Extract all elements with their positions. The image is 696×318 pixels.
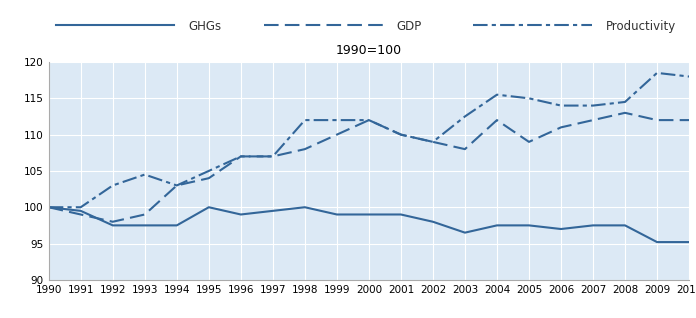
GDP xyxy=(173,183,181,187)
GHGs xyxy=(141,224,149,227)
GDP xyxy=(429,140,437,144)
Productivity xyxy=(461,114,469,118)
Productivity xyxy=(77,205,85,209)
GHGs xyxy=(493,224,501,227)
Title: 1990=100: 1990=100 xyxy=(335,44,402,57)
Productivity xyxy=(621,100,629,104)
Productivity xyxy=(685,75,693,79)
Text: Productivity: Productivity xyxy=(606,20,676,33)
Productivity xyxy=(45,205,53,209)
GDP xyxy=(493,118,501,122)
GDP xyxy=(397,133,405,136)
GDP xyxy=(621,111,629,115)
GHGs xyxy=(525,224,533,227)
GHGs xyxy=(589,224,597,227)
Productivity xyxy=(397,133,405,136)
Productivity xyxy=(557,104,565,107)
GHGs xyxy=(365,213,373,217)
GDP xyxy=(365,118,373,122)
GHGs xyxy=(685,240,693,244)
Productivity xyxy=(301,118,309,122)
GDP xyxy=(269,155,277,158)
Line: GHGs: GHGs xyxy=(49,207,689,242)
GDP xyxy=(461,147,469,151)
Productivity xyxy=(493,93,501,97)
GDP xyxy=(301,147,309,151)
Line: GDP: GDP xyxy=(49,113,689,222)
GHGs xyxy=(301,205,309,209)
GHGs xyxy=(237,213,245,217)
GDP xyxy=(205,176,213,180)
GDP xyxy=(653,118,661,122)
GHGs xyxy=(461,231,469,235)
Productivity xyxy=(429,140,437,144)
GDP xyxy=(333,133,341,136)
Productivity xyxy=(173,183,181,187)
Productivity xyxy=(589,104,597,107)
GHGs xyxy=(621,224,629,227)
Productivity xyxy=(109,183,117,187)
Line: Productivity: Productivity xyxy=(49,73,689,207)
GDP xyxy=(237,155,245,158)
GHGs xyxy=(205,205,213,209)
GDP xyxy=(77,213,85,217)
GDP xyxy=(141,213,149,217)
Productivity xyxy=(525,96,533,100)
Productivity xyxy=(237,155,245,158)
Productivity xyxy=(269,155,277,158)
GDP xyxy=(45,205,53,209)
Productivity xyxy=(141,173,149,176)
Productivity xyxy=(205,169,213,173)
GDP xyxy=(685,118,693,122)
GHGs xyxy=(77,209,85,213)
GDP xyxy=(525,140,533,144)
GHGs xyxy=(109,224,117,227)
GHGs xyxy=(429,220,437,224)
GHGs xyxy=(557,227,565,231)
GDP xyxy=(557,126,565,129)
Productivity xyxy=(333,118,341,122)
Productivity xyxy=(653,71,661,75)
Text: GHGs: GHGs xyxy=(188,20,221,33)
GHGs xyxy=(653,240,661,244)
GHGs xyxy=(397,213,405,217)
GHGs xyxy=(173,224,181,227)
Productivity xyxy=(365,118,373,122)
GDP xyxy=(589,118,597,122)
GDP xyxy=(109,220,117,224)
Text: GDP: GDP xyxy=(397,20,422,33)
GHGs xyxy=(45,205,53,209)
GHGs xyxy=(269,209,277,213)
GHGs xyxy=(333,213,341,217)
